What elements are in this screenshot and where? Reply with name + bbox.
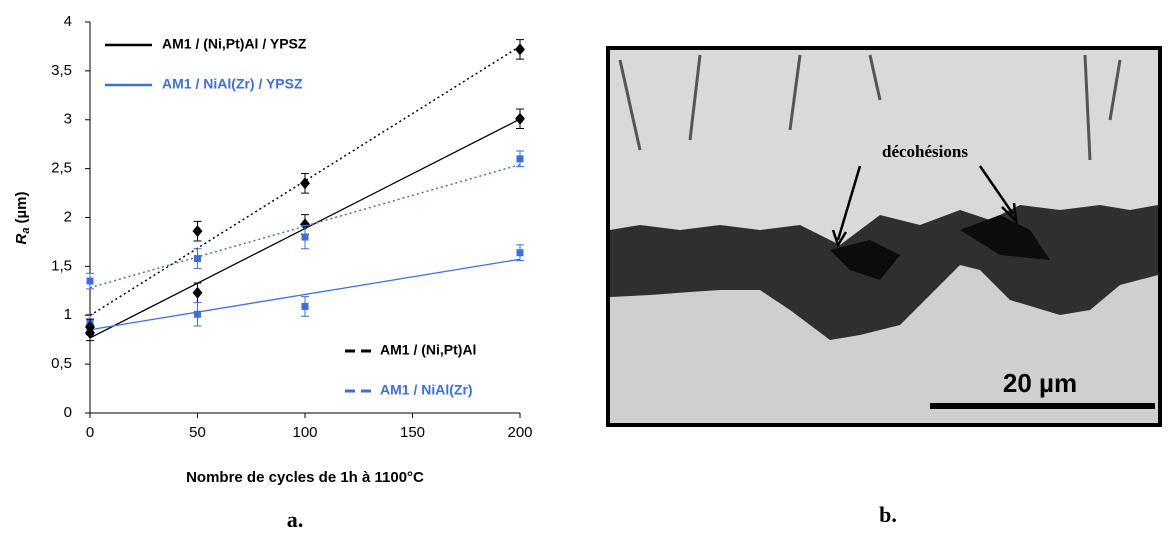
caption: a. [287, 507, 304, 532]
micrograph: décohésions 20 µm [606, 46, 1162, 427]
y-tick-label: 0 [64, 404, 72, 421]
y-label-sub: a [20, 228, 32, 234]
legend-label: AM1 / NiAl(Zr) [380, 382, 473, 398]
legend-label: AM1 / (Ni,Pt)Al / YPSZ [162, 36, 307, 52]
legend-label: AM1 / (Ni,Pt)Al [380, 342, 476, 358]
y-tick-label: 2 [64, 208, 72, 225]
point [515, 43, 525, 56]
arrows [831, 165, 1018, 248]
y-tick-label: 0,5 [51, 355, 72, 372]
x-tick-label: 100 [292, 424, 317, 441]
y-axis-label: Ra (µm) [13, 192, 32, 245]
y-tick-label: 2,5 [51, 160, 72, 177]
legend-label: AM1 / NiAl(Zr) / YPSZ [162, 76, 303, 92]
point [194, 310, 201, 318]
scale-bar-label: 20 µm [1003, 368, 1077, 398]
decohesion-voids [830, 215, 1050, 280]
coating [610, 50, 1158, 245]
y-tick-label: 3,5 [51, 62, 72, 79]
annotation: décohésions [882, 142, 968, 161]
point [516, 155, 524, 163]
point [192, 286, 203, 299]
point [85, 320, 95, 333]
y-label-unit: (µm) [13, 192, 30, 224]
point [515, 112, 525, 125]
caption: b. [879, 502, 897, 527]
x-axis-label: Nombre de cycles de 1h à 1100°C [186, 469, 424, 486]
y-label-main: R [13, 233, 30, 244]
y-tick-label: 1 [64, 306, 72, 323]
micro-frame [606, 46, 1162, 427]
x-tick-label: 200 [507, 424, 532, 441]
point [300, 177, 310, 190]
trend-line [89, 258, 521, 331]
point [86, 277, 94, 285]
point [301, 302, 309, 310]
chart-a: 0 0,5 1 1,5 2 2,5 3 3,5 4 0 50 100 150 200 AM1 / (Ni,P… [51, 13, 532, 441]
cracks [618, 54, 1122, 161]
x-tick-label: 150 [400, 424, 425, 441]
point [192, 225, 203, 238]
y-tick-label: 3 [64, 111, 72, 128]
x-tick-label: 50 [189, 424, 206, 441]
point [516, 249, 524, 257]
x-tick-label: 0 [86, 424, 94, 441]
point [301, 233, 309, 241]
y-tick-label: 4 [64, 13, 72, 30]
point [194, 255, 201, 263]
y-tick-label: 1,5 [51, 257, 72, 274]
